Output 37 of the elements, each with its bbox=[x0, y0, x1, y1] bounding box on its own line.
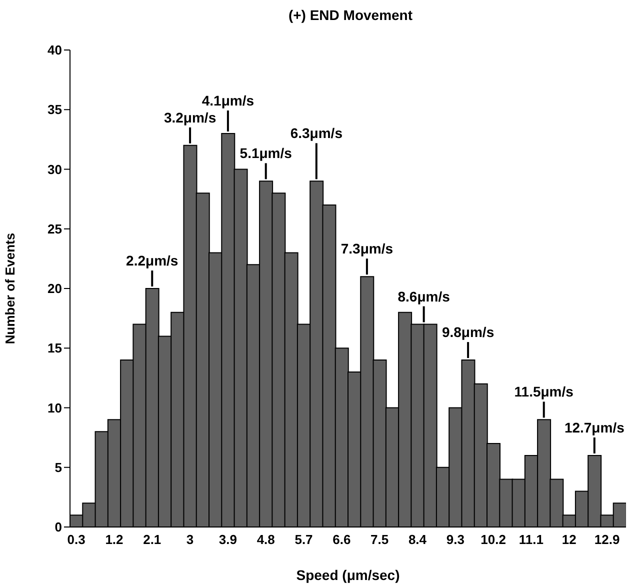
x-tick-label: 11.1 bbox=[518, 532, 544, 548]
x-tick-label: 6.6 bbox=[332, 532, 351, 548]
annotation: 5.1μm/s bbox=[240, 145, 292, 162]
y-tick-label: 0 bbox=[54, 520, 62, 535]
x-tick-label: 0.3 bbox=[67, 532, 86, 548]
annotation: 9.8μm/s bbox=[442, 324, 494, 340]
x-tick-label: 8.4 bbox=[408, 532, 428, 548]
x-tick-label: 2.1 bbox=[143, 532, 162, 548]
y-tick-label: 40 bbox=[48, 42, 62, 58]
x-tick-label: 1.2 bbox=[105, 532, 124, 548]
y-tick-label: 20 bbox=[48, 281, 62, 296]
annotation: 7.3μm/s bbox=[340, 240, 394, 257]
y-tick-label: 35 bbox=[48, 102, 62, 118]
annotation: 11.5μm/s bbox=[514, 384, 574, 400]
annotation: 6.3μm/s bbox=[290, 125, 343, 142]
annotation: 3.2μm/s bbox=[164, 109, 216, 126]
y-tick-label: 30 bbox=[48, 162, 62, 177]
y-tick-label: 5 bbox=[54, 460, 62, 475]
x-axis-title: Speed (μm/sec) bbox=[296, 567, 400, 583]
y-tick-label: 15 bbox=[48, 340, 62, 356]
x-tick-label: 12 bbox=[562, 532, 576, 548]
annotation: 8.6μm/s bbox=[398, 288, 450, 304]
x-tick-label: 3 bbox=[186, 532, 194, 548]
x-tick-label: 4.8 bbox=[256, 532, 275, 548]
annotation: 2.2μm/s bbox=[126, 252, 178, 268]
x-tick-label: 12.9 bbox=[594, 532, 620, 548]
annotation: 12.7μm/s bbox=[564, 419, 625, 436]
x-tick-label: 9.3 bbox=[446, 532, 464, 548]
annotation: 4.1μm/s bbox=[202, 92, 254, 108]
x-tick-label: 5.7 bbox=[294, 532, 313, 548]
x-tick-label: 3.9 bbox=[218, 532, 237, 548]
x-tick-label: 10.2 bbox=[480, 532, 506, 548]
y-axis-title: Number of Events bbox=[2, 232, 18, 344]
chart-title: (+) END Movement bbox=[287, 6, 414, 25]
y-tick-label: 10 bbox=[48, 400, 62, 416]
x-tick-label: 7.5 bbox=[370, 532, 389, 548]
y-tick-label: 25 bbox=[48, 221, 62, 236]
